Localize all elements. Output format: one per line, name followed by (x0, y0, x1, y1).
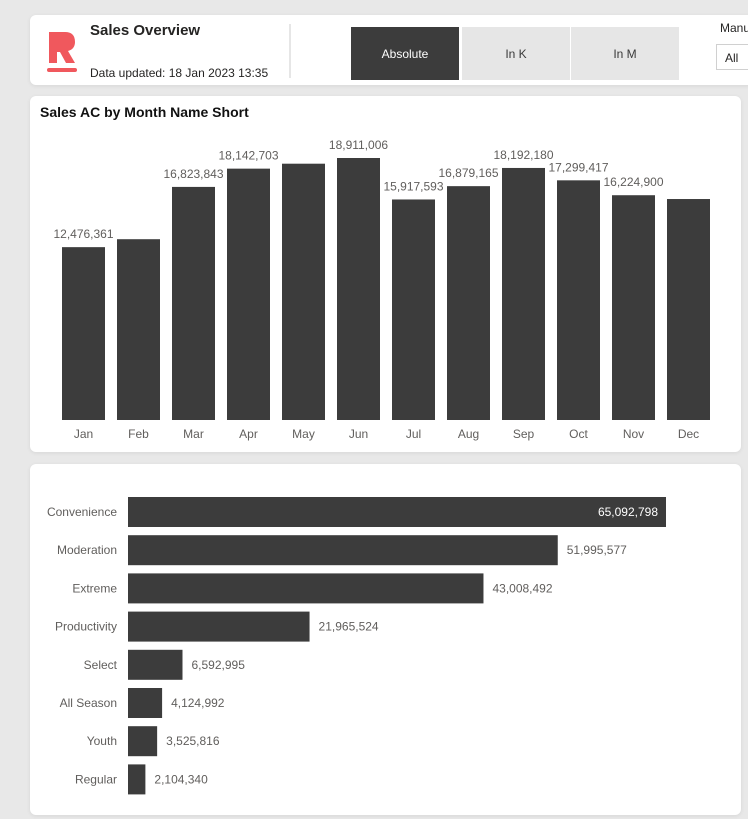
month-tick-label: Mar (183, 427, 204, 441)
category-bar-moderation[interactable] (128, 535, 558, 566)
monthly-chart-title: Sales AC by Month Name Short (40, 104, 249, 120)
month-bar-aug[interactable] (447, 186, 490, 420)
month-bar-mar[interactable] (172, 186, 215, 420)
month-data-label: 18,192,180 (493, 148, 553, 162)
month-bar-sep[interactable] (502, 167, 545, 420)
month-data-label: 16,879,165 (438, 166, 498, 180)
month-bar-may[interactable] (282, 163, 325, 421)
month-data-label: 15,917,593 (383, 179, 443, 193)
category-bar-extreme[interactable] (128, 573, 484, 604)
slicer-label: Manu (720, 21, 748, 35)
month-bar-jul[interactable] (392, 199, 435, 420)
manufacturer-slicer-dropdown[interactable]: All (716, 44, 748, 70)
absolute-toggle-button[interactable]: Absolute (351, 27, 459, 80)
in-m-toggle-button[interactable]: In M (571, 27, 679, 80)
category-tick-label: Productivity (55, 620, 117, 634)
category-bar-select[interactable] (128, 649, 183, 680)
month-bar-apr[interactable] (227, 168, 270, 420)
month-tick-label: Dec (678, 427, 699, 441)
in-k-toggle-button[interactable]: In K (462, 27, 570, 80)
category-data-label: 65,092,798 (598, 505, 658, 519)
month-tick-label: Jan (74, 427, 93, 441)
month-bar-dec[interactable] (667, 199, 710, 420)
month-data-label: 16,823,843 (163, 167, 223, 181)
month-tick-label: Aug (458, 427, 479, 441)
category-data-label: 43,008,492 (492, 581, 552, 595)
category-data-label: 4,124,992 (171, 696, 225, 710)
month-tick-label: Jun (349, 427, 368, 441)
category-tick-label: Youth (87, 734, 117, 748)
month-data-label: 18,911,006 (329, 138, 388, 152)
month-data-label: 16,224,900 (603, 175, 663, 189)
month-tick-label: Feb (128, 427, 149, 441)
month-bar-jun[interactable] (337, 158, 380, 420)
month-data-label: 17,299,417 (548, 160, 608, 174)
category-bar-convenience[interactable] (128, 497, 666, 527)
category-data-label: 51,995,577 (567, 543, 627, 557)
category-data-label: 21,965,524 (319, 620, 379, 634)
month-bar-jan[interactable] (62, 247, 105, 420)
month-tick-label: Sep (513, 427, 535, 441)
category-tick-label: Convenience (47, 505, 117, 519)
category-bar-youth[interactable] (128, 726, 158, 757)
month-tick-label: Oct (569, 427, 588, 441)
category-data-label: 6,592,995 (191, 658, 245, 672)
monthly-sales-column-chart: Jan 12,476,361 Feb Mar 16,823,843 Apr 18,142,7… (53, 138, 710, 441)
month-tick-label: Jul (406, 427, 421, 441)
category-tick-label: Select (84, 658, 118, 672)
month-tick-label: Apr (239, 427, 258, 441)
brand-r-logo-icon (47, 32, 77, 72)
month-bar-feb[interactable] (117, 239, 160, 420)
month-data-label: 18,142,703 (218, 149, 278, 163)
category-tick-label: Regular (75, 772, 117, 786)
category-bar-regular[interactable] (128, 764, 146, 795)
category-tick-label: Extreme (72, 581, 117, 595)
month-bar-nov[interactable] (612, 195, 655, 420)
category-bar-all-season[interactable] (128, 688, 163, 718)
category-data-label: 2,104,340 (154, 772, 208, 786)
header-divider (289, 24, 291, 78)
month-data-label: 12,476,361 (53, 227, 113, 241)
page-title: Sales Overview (90, 22, 201, 39)
month-tick-label: Nov (623, 427, 644, 441)
category-bar-productivity[interactable] (128, 611, 310, 642)
month-tick-label: May (292, 427, 315, 441)
category-tick-label: All Season (60, 696, 117, 710)
month-bar-oct[interactable] (557, 180, 600, 420)
category-data-label: 3,525,816 (166, 734, 220, 748)
category-tick-label: Moderation (57, 543, 117, 557)
data-updated-text: Data updated: 18 Jan 2023 13:35 (90, 66, 269, 80)
